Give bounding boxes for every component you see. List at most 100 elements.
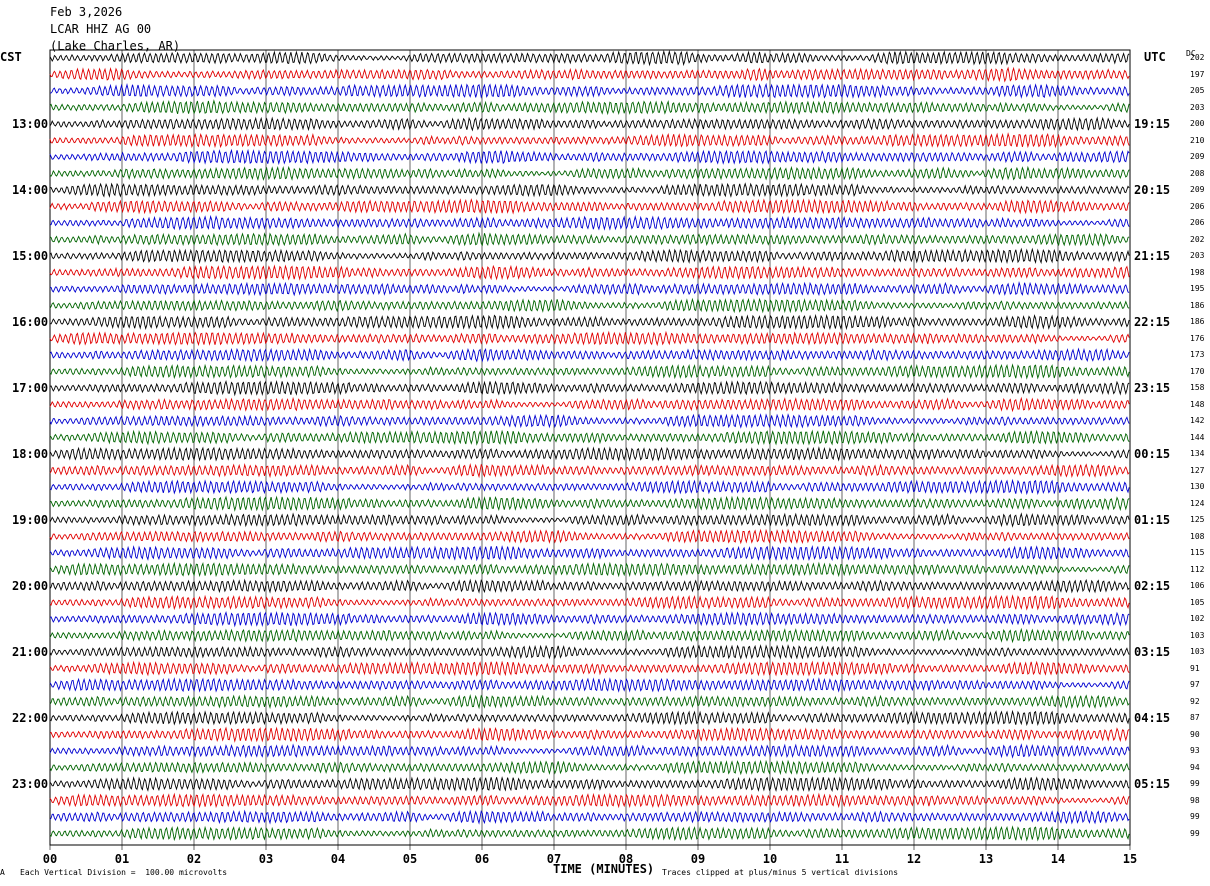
cst-time-label: 16:00 (12, 315, 49, 329)
trace-line (49, 363, 1130, 380)
trace-line (49, 726, 1130, 743)
trace-line (49, 66, 1130, 83)
cst-time-label: 14:00 (12, 183, 49, 197)
station-label: LCAR HHZ AG 00 (50, 22, 152, 36)
cst-axis-title: CST (0, 50, 22, 64)
trace-line (49, 313, 1130, 331)
dc-offset-label: 206 (1190, 218, 1205, 227)
cst-time-label: 18:00 (12, 447, 49, 461)
trace-line (49, 116, 1130, 132)
dc-offset-label: 142 (1190, 416, 1205, 425)
trace-line (49, 528, 1130, 545)
x-tick-label: 09 (690, 852, 706, 866)
dc-offset-label: 198 (1190, 267, 1205, 277)
dc-offset-label: 92 (1190, 696, 1200, 706)
dc-offset-label: 105 (1190, 597, 1205, 607)
dc-offset-label: 209 (1190, 185, 1205, 194)
trace-line (49, 148, 1130, 166)
trace-line (49, 594, 1130, 611)
dc-offset-label: 99 (1190, 812, 1200, 821)
x-tick-label: 04 (330, 852, 346, 866)
trace-line (49, 478, 1130, 496)
utc-time-label: 22:15 (1134, 315, 1171, 329)
x-axis-label: TIME (MINUTES) (553, 862, 655, 876)
trace-line (49, 49, 1130, 67)
trace-line (49, 677, 1130, 693)
dc-offset-label: 170 (1190, 366, 1205, 376)
trace-line (49, 264, 1130, 281)
dc-offset-label: 94 (1190, 762, 1200, 772)
dc-offset-label: 208 (1190, 168, 1205, 178)
trace-line (49, 660, 1130, 677)
dc-offset-label: 112 (1190, 564, 1205, 574)
dc-offset-label: 102 (1190, 614, 1205, 623)
trace-line (49, 463, 1130, 479)
trace-line (49, 495, 1130, 512)
dc-offset-label: 98 (1190, 795, 1200, 805)
x-tick-label: 10 (762, 852, 778, 866)
cst-time-label: 22:00 (12, 711, 49, 725)
utc-time-label: 21:15 (1134, 249, 1171, 263)
x-tick-label: 03 (258, 852, 274, 866)
cst-time-label: 23:00 (12, 777, 49, 791)
dc-offset-label: 203 (1190, 102, 1205, 112)
trace-line (49, 132, 1130, 149)
dc-offset-label: 90 (1190, 729, 1200, 739)
trace-line (49, 347, 1130, 363)
x-tick-label: 12 (906, 852, 922, 866)
dc-offset-label: 127 (1190, 465, 1205, 475)
dc-offset-label: 93 (1190, 746, 1200, 755)
trace-line (49, 694, 1130, 710)
utc-time-label: 01:15 (1134, 513, 1171, 527)
utc-time-label: 05:15 (1134, 777, 1171, 791)
dc-offset-label: 209 (1190, 152, 1205, 161)
x-tick-label: 05 (402, 852, 418, 866)
dc-offset-label: 205 (1190, 86, 1205, 95)
dc-offset-label: 91 (1190, 663, 1200, 673)
dc-offset-label: 134 (1190, 449, 1205, 458)
trace-line (49, 610, 1130, 628)
utc-time-label: 02:15 (1134, 579, 1171, 593)
trace-line (49, 446, 1130, 462)
dc-offset-label: 210 (1190, 135, 1205, 145)
x-tick-label: 15 (1122, 852, 1138, 866)
utc-time-label: 20:15 (1134, 183, 1171, 197)
dc-offset-label: 97 (1190, 680, 1200, 689)
trace-line (49, 809, 1130, 825)
trace-line (49, 165, 1130, 181)
dc-offset-label: 197 (1190, 69, 1205, 79)
trace-line (49, 247, 1130, 265)
utc-time-label: 23:15 (1134, 381, 1171, 395)
trace-line (49, 561, 1130, 578)
dc-offset-label: 103 (1190, 630, 1205, 640)
dc-offset-label: 99 (1190, 779, 1200, 788)
trace-line (49, 99, 1130, 116)
trace-line (49, 644, 1130, 660)
dc-offset-label: 202 (1190, 53, 1205, 62)
dc-offset-label: 124 (1190, 498, 1205, 508)
x-tick-label: 00 (42, 852, 58, 866)
cst-time-label: 21:00 (12, 645, 49, 659)
trace-line (49, 544, 1130, 562)
trace-line (49, 578, 1130, 594)
cst-time-label: 17:00 (12, 381, 49, 395)
utc-time-label: 00:15 (1134, 447, 1171, 461)
trace-line (49, 413, 1130, 429)
dc-offset-label: 195 (1190, 284, 1205, 293)
trace-line (49, 379, 1130, 397)
dc-offset-label: 125 (1190, 515, 1205, 524)
dc-offset-label: 206 (1190, 201, 1205, 211)
x-tick-label: 11 (834, 852, 850, 866)
trace-line (49, 627, 1130, 644)
dc-offset-label: 202 (1190, 234, 1205, 244)
trace-line (49, 281, 1130, 297)
dc-offset-label: 99 (1190, 828, 1200, 838)
dc-offset-label: 176 (1190, 333, 1205, 343)
dc-offset-label: 103 (1190, 647, 1205, 656)
trace-line (49, 214, 1130, 231)
trace-line (49, 792, 1130, 809)
trace-line (49, 429, 1130, 446)
x-tick-label: 07 (546, 852, 562, 866)
trace-line (49, 743, 1130, 759)
trace-line (49, 330, 1130, 347)
